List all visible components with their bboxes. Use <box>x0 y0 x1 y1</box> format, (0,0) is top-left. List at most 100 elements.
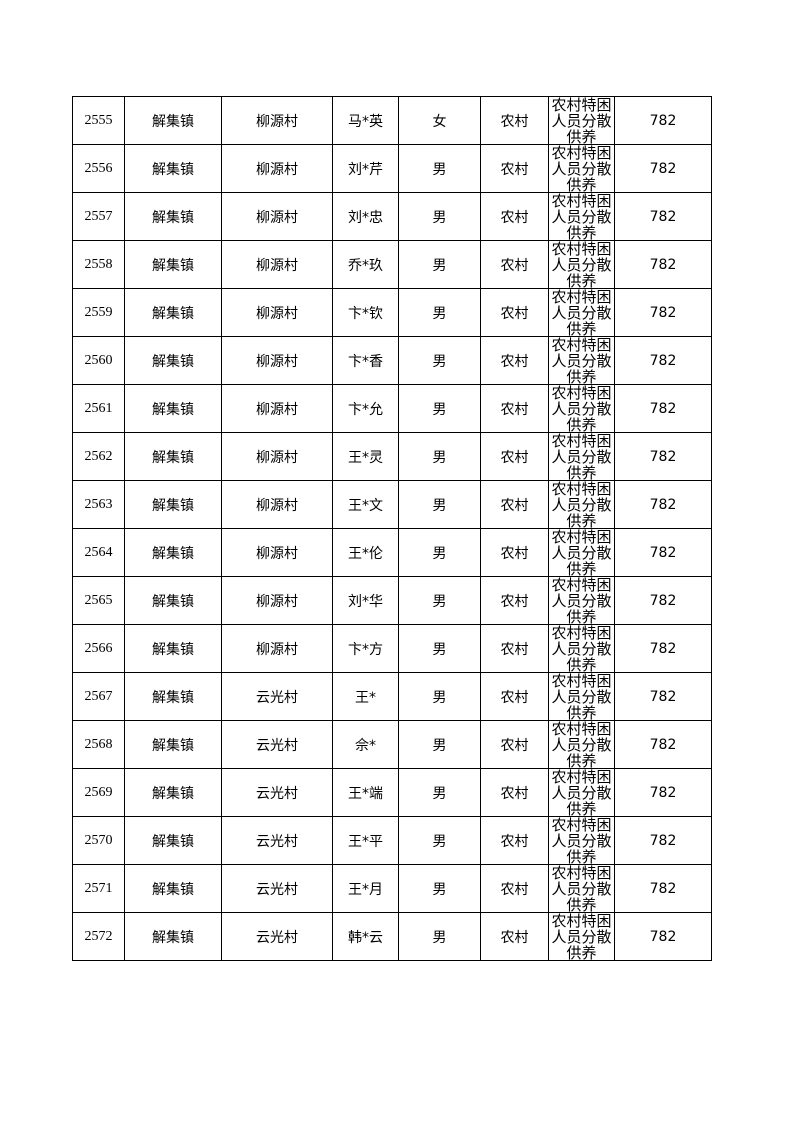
village: 柳源村 <box>221 240 333 289</box>
amount: 782 <box>614 672 712 721</box>
support-type: 农村特困人员分散供养 <box>548 144 615 193</box>
village: 柳源村 <box>221 192 333 241</box>
gender: 男 <box>398 816 481 865</box>
gender: 男 <box>398 432 481 481</box>
area-type: 农村 <box>480 240 549 289</box>
support-type: 农村特困人员分散供养 <box>548 288 615 337</box>
cell-text: 农村特困人员分散供养 <box>551 673 612 720</box>
table-row: 2571 解集镇 云光村 王*月男农村 农村特困人员分散供养 782 <box>72 864 712 913</box>
amount: 782 <box>614 720 712 769</box>
town: 解集镇 <box>124 912 222 961</box>
row-number: 2557 <box>72 192 125 241</box>
person-name: 王*端 <box>332 768 399 817</box>
table-row: 2563 解集镇 柳源村 王*文男农村 农村特困人员分散供养 782 <box>72 480 712 529</box>
person-name: 王*月 <box>332 864 399 913</box>
cell-text: 农村特困人员分散供养 <box>551 625 612 672</box>
row-number: 2570 <box>72 816 125 865</box>
table-row: 2569 解集镇 云光村 王*端男农村 农村特困人员分散供养 782 <box>72 768 712 817</box>
village: 柳源村 <box>221 576 333 625</box>
table-row: 2555 解集镇 柳源村 马*英女农村 农村特困人员分散供养 782 <box>72 96 712 145</box>
table-row: 2559 解集镇 柳源村 卞*钦男农村 农村特困人员分散供养 782 <box>72 288 712 337</box>
village: 柳源村 <box>221 624 333 673</box>
cell-text: 农村特困人员分散供养 <box>551 193 612 240</box>
amount: 782 <box>614 432 712 481</box>
person-name: 卞*允 <box>332 384 399 433</box>
gender: 男 <box>398 864 481 913</box>
gender: 男 <box>398 240 481 289</box>
area-type: 农村 <box>480 912 549 961</box>
row-number: 2563 <box>72 480 125 529</box>
support-type: 农村特困人员分散供养 <box>548 336 615 385</box>
row-number: 2569 <box>72 768 125 817</box>
table-row: 2567 解集镇 云光村 王* 男农村 农村特困人员分散供养 782 <box>72 672 712 721</box>
gender: 男 <box>398 336 481 385</box>
gender: 男 <box>398 768 481 817</box>
table-row: 2565 解集镇 柳源村 刘*华男农村 农村特困人员分散供养 782 <box>72 576 712 625</box>
support-type: 农村特困人员分散供养 <box>548 624 615 673</box>
person-name: 王*灵 <box>332 432 399 481</box>
gender: 女 <box>398 96 481 145</box>
amount: 782 <box>614 288 712 337</box>
town: 解集镇 <box>124 480 222 529</box>
table-row: 2561 解集镇 柳源村 卞*允男农村 农村特困人员分散供养 782 <box>72 384 712 433</box>
amount: 782 <box>614 384 712 433</box>
cell-text: 农村特困人员分散供养 <box>551 97 612 144</box>
row-number: 2560 <box>72 336 125 385</box>
area-type: 农村 <box>480 672 549 721</box>
support-type: 农村特困人员分散供养 <box>548 672 615 721</box>
village: 柳源村 <box>221 144 333 193</box>
table-row: 2568 解集镇 云光村 佘* 男农村 农村特困人员分散供养 782 <box>72 720 712 769</box>
gender: 男 <box>398 144 481 193</box>
area-type: 农村 <box>480 432 549 481</box>
gender: 男 <box>398 384 481 433</box>
person-name: 刘*忠 <box>332 192 399 241</box>
town: 解集镇 <box>124 624 222 673</box>
area-type: 农村 <box>480 96 549 145</box>
table-row: 2558 解集镇 柳源村 乔*玖男农村 农村特困人员分散供养 782 <box>72 240 712 289</box>
person-name: 卞*钦 <box>332 288 399 337</box>
person-name: 王*平 <box>332 816 399 865</box>
row-number: 2556 <box>72 144 125 193</box>
town: 解集镇 <box>124 192 222 241</box>
row-number: 2562 <box>72 432 125 481</box>
amount: 782 <box>614 576 712 625</box>
cell-text: 农村特困人员分散供养 <box>551 817 612 864</box>
table-body: 2555 解集镇 柳源村 马*英女农村 农村特困人员分散供养 782 2556 解集镇 柳源村刘… <box>72 96 712 961</box>
town: 解集镇 <box>124 720 222 769</box>
support-type: 农村特困人员分散供养 <box>548 240 615 289</box>
area-type: 农村 <box>480 720 549 769</box>
support-type: 农村特困人员分散供养 <box>548 192 615 241</box>
amount: 782 <box>614 624 712 673</box>
person-name: 刘*芹 <box>332 144 399 193</box>
town: 解集镇 <box>124 672 222 721</box>
cell-text: 农村特困人员分散供养 <box>551 337 612 384</box>
cell-text: 农村特困人员分散供养 <box>551 913 612 960</box>
village: 柳源村 <box>221 96 333 145</box>
village: 柳源村 <box>221 384 333 433</box>
amount: 782 <box>614 864 712 913</box>
person-name: 王* <box>332 672 399 721</box>
person-name: 乔*玖 <box>332 240 399 289</box>
village: 云光村 <box>221 720 333 769</box>
cell-text: 农村特困人员分散供养 <box>551 481 612 528</box>
support-type: 农村特困人员分散供养 <box>548 912 615 961</box>
table-row: 2562 解集镇 柳源村 王*灵男农村 农村特困人员分散供养 782 <box>72 432 712 481</box>
cell-text: 农村特困人员分散供养 <box>551 289 612 336</box>
support-type: 农村特困人员分散供养 <box>548 768 615 817</box>
area-type: 农村 <box>480 576 549 625</box>
person-name: 卞*方 <box>332 624 399 673</box>
gender: 男 <box>398 528 481 577</box>
table-row: 2564 解集镇 柳源村 王*伦男农村 农村特困人员分散供养 782 <box>72 528 712 577</box>
town: 解集镇 <box>124 288 222 337</box>
person-name: 韩*云 <box>332 912 399 961</box>
support-type: 农村特困人员分散供养 <box>548 528 615 577</box>
table-row: 2556 解集镇 柳源村 刘*芹男农村 农村特困人员分散供养 782 <box>72 144 712 193</box>
gender: 男 <box>398 288 481 337</box>
area-type: 农村 <box>480 768 549 817</box>
village: 柳源村 <box>221 288 333 337</box>
gender: 男 <box>398 912 481 961</box>
town: 解集镇 <box>124 768 222 817</box>
area-type: 农村 <box>480 336 549 385</box>
amount: 782 <box>614 768 712 817</box>
